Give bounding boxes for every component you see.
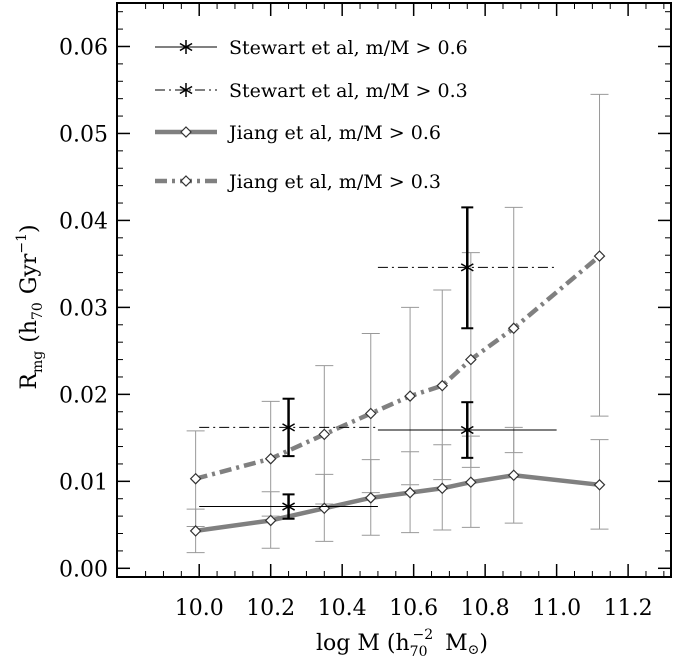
y-tick-label: 0.01 (59, 470, 108, 495)
x-tick-label: 11.0 (532, 596, 581, 621)
data-point (404, 390, 416, 402)
star-marker (282, 499, 295, 514)
x-tick-label: 10.2 (246, 596, 295, 621)
data-point (189, 525, 202, 537)
data-point (436, 482, 449, 495)
legend-item: Jiang et al, m/M > 0.6 (155, 122, 441, 144)
legend-label: Jiang et al, m/M > 0.3 (227, 171, 441, 193)
data-point (593, 250, 606, 262)
star-stroke (282, 502, 295, 511)
star-stroke (179, 85, 193, 95)
data-point (404, 486, 416, 499)
x-tick-label: 10.4 (318, 596, 367, 621)
y-tick-label: 0.00 (59, 557, 108, 582)
star-marker (460, 423, 474, 438)
x-tick-label: 10.0 (175, 596, 224, 621)
legend-star-icon (179, 40, 193, 54)
data-point (189, 472, 202, 485)
legend-diamond-icon (180, 175, 192, 187)
legend-item: Stewart et al, m/M > 0.6 (155, 37, 468, 59)
data-point (507, 322, 520, 335)
series-line-jiang-0-3 (195, 254, 601, 481)
series-line-jiang-0-6 (195, 472, 600, 534)
data-point (364, 492, 377, 504)
star-stroke (179, 42, 193, 52)
x-tick-label: 11.2 (604, 596, 653, 621)
data-point (464, 476, 477, 489)
star-stroke (282, 423, 295, 432)
data-point (364, 407, 377, 420)
data-point (318, 502, 331, 515)
legend-item: Jiang et al, m/M > 0.3 (155, 171, 441, 193)
data-point (507, 469, 520, 482)
data-point (264, 514, 277, 527)
data-point (264, 452, 277, 465)
data-point (318, 428, 331, 441)
y-tick-label: 0.04 (59, 209, 108, 234)
y-tick-label: 0.02 (59, 383, 108, 408)
data-point (593, 478, 606, 491)
legend-label: Stewart et al, m/M > 0.6 (229, 37, 468, 59)
legend-diamond-icon (180, 126, 192, 138)
star-marker (460, 260, 474, 275)
x-tick-label: 10.8 (461, 596, 510, 621)
y-axis-label: Rmg(h70Gyr−1) (14, 224, 46, 389)
legend-star-icon (179, 83, 193, 97)
plot-area: 0.00 0.01 0.02 0.03 0.04 0.05 0.06 10.0 10.2 10.4… (59, 2, 672, 621)
star-stroke (460, 263, 474, 272)
star-marker (282, 420, 295, 435)
y-tick-label: 0.05 (59, 122, 108, 147)
star-stroke (460, 425, 474, 435)
data-point (436, 379, 449, 392)
legend: Stewart et al, m/M > 0.6 Stewart et al, m… (155, 37, 468, 193)
legend-item: Stewart et al, m/M > 0.3 (155, 80, 468, 102)
x-tick-label: 10.6 (389, 596, 438, 621)
legend-label: Stewart et al, m/M > 0.3 (229, 80, 468, 102)
y-tick-label: 0.06 (59, 35, 108, 60)
x-axis-label: log M (h70−2 M⊙) (316, 627, 488, 658)
y-tick-label: 0.03 (59, 296, 108, 321)
data-point (464, 353, 477, 366)
legend-label: Jiang et al, m/M > 0.6 (227, 122, 441, 144)
